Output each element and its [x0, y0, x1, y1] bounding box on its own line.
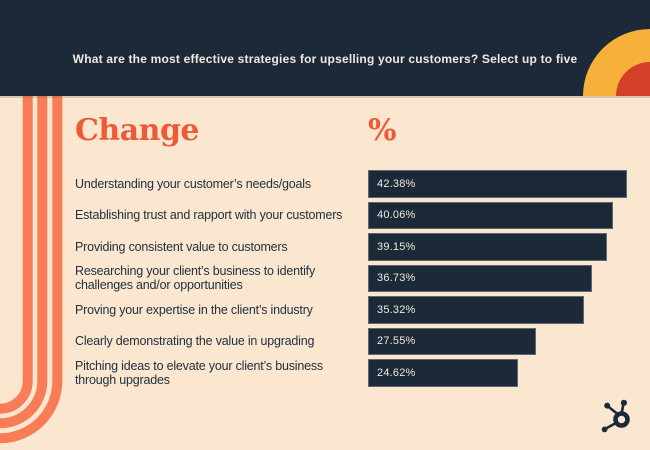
row-label: Providing consistent value to customers	[75, 239, 288, 254]
bar-track: 36.73%	[368, 264, 627, 292]
bar-track: 39.15%	[368, 233, 627, 261]
bar: 27.55%	[368, 327, 537, 355]
row-label: Researching your client’s business to id…	[75, 264, 316, 293]
column-headings: Change %	[75, 116, 627, 150]
bar-track: 40.06%	[368, 201, 627, 229]
bar: 24.62%	[368, 359, 519, 387]
bar-value-label: 40.06%	[377, 209, 416, 222]
bar: 39.15%	[368, 233, 608, 261]
chart-row: Establishing trust and rapport with your…	[75, 201, 627, 229]
bar: 35.32%	[368, 296, 584, 324]
row-label: Understanding your customer’s needs/goal…	[75, 176, 311, 191]
bar-value-label: 36.73%	[377, 272, 416, 285]
bar: 36.73%	[368, 264, 593, 292]
row-label: Proving your expertise in the client’s i…	[75, 302, 313, 317]
bar-value-label: 39.15%	[377, 240, 416, 253]
hubspot-logo-icon	[601, 399, 630, 433]
bar-track: 42.38%	[368, 170, 627, 198]
bar-value-label: 27.55%	[377, 335, 416, 348]
chart-title: What are the most effective strategies f…	[72, 52, 578, 66]
corner-stripes-decoration	[0, 96, 63, 444]
chart-row: Researching your client’s business to id…	[75, 264, 627, 293]
bar-chart: Understanding your customer’s needs/goal…	[75, 170, 627, 391]
bar-value-label: 35.32%	[377, 303, 416, 316]
chart-row: Understanding your customer’s needs/goal…	[75, 170, 627, 198]
change-column-heading: Change	[75, 113, 200, 148]
bar-track: 24.62%	[368, 359, 627, 387]
chart-row: Pitching ideas to elevate your client’s …	[75, 359, 627, 387]
bar-track: 35.32%	[368, 296, 627, 324]
percent-column-heading: %	[368, 113, 397, 148]
row-label: Pitching ideas to elevate your client’s …	[75, 358, 323, 387]
chart-row: Providing consistent value to customers 3…	[75, 233, 627, 261]
row-label: Establishing trust and rapport with your…	[75, 208, 343, 223]
chart-row: Clearly demonstrating the value in upgra…	[75, 327, 627, 355]
row-label: Clearly demonstrating the value in upgra…	[75, 334, 315, 349]
header-band: What are the most effective strategies f…	[0, 0, 650, 96]
bar: 40.06%	[368, 201, 613, 229]
bar-value-label: 24.62%	[377, 366, 416, 379]
chart-row: Proving your expertise in the client’s i…	[75, 296, 627, 324]
bar-value-label: 42.38%	[377, 177, 416, 190]
bar-track: 27.55%	[368, 327, 627, 355]
bar: 42.38%	[368, 170, 627, 198]
